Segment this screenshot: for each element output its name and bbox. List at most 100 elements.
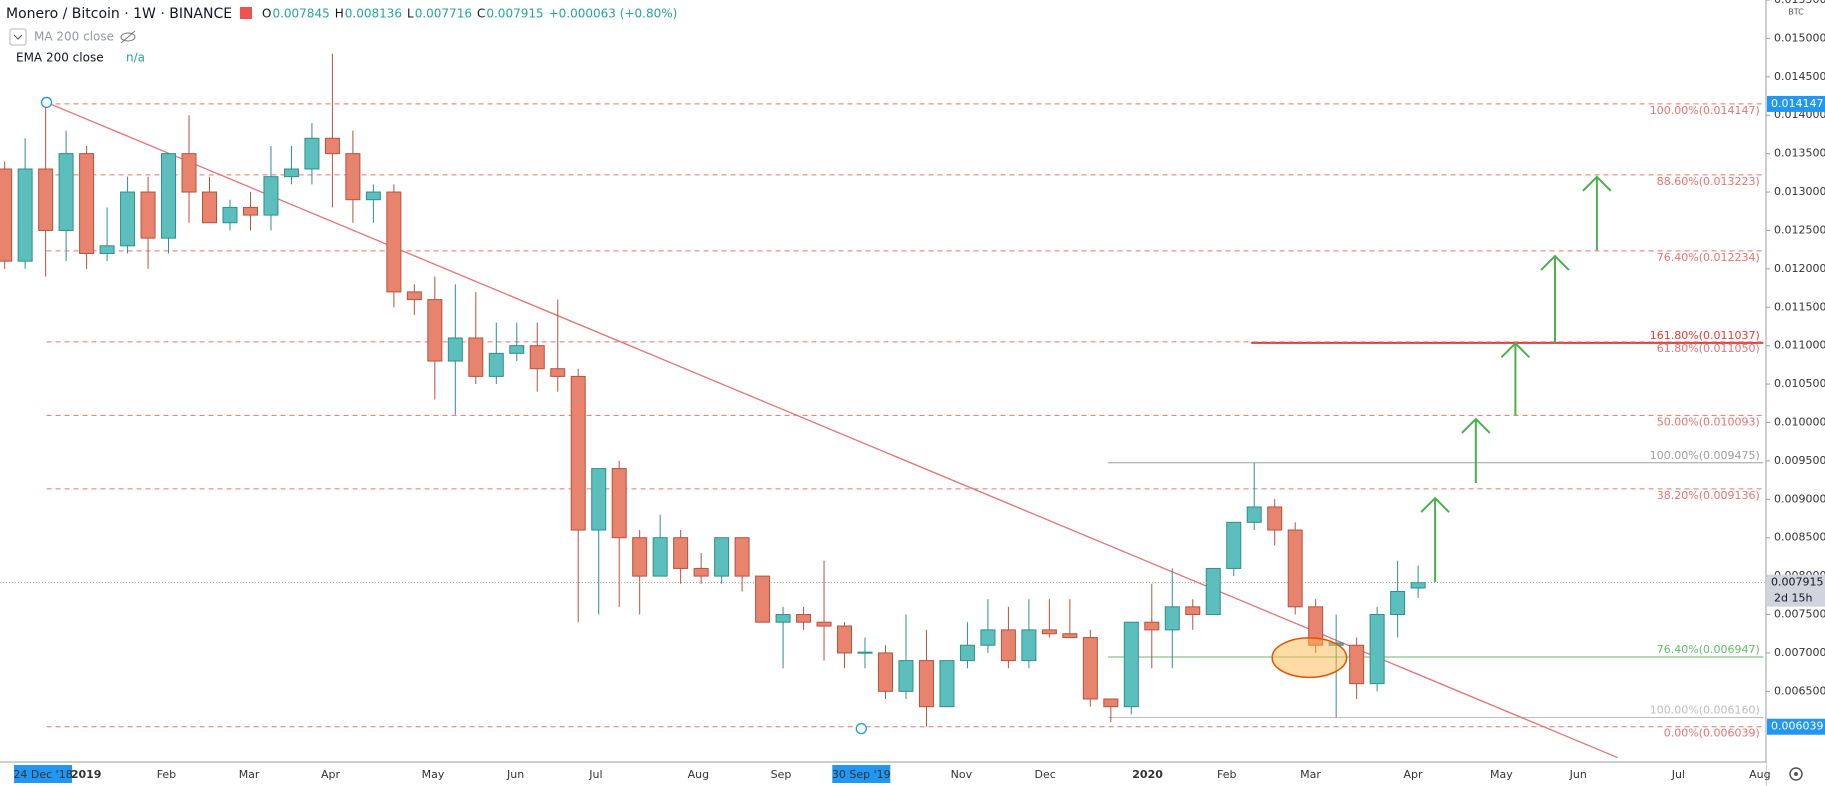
candle-body	[1185, 606, 1201, 616]
candle-body	[427, 299, 443, 362]
y-tick-label: 0.010000	[1774, 415, 1825, 428]
candle-body	[611, 468, 627, 539]
x-tick-label: Apr	[1403, 768, 1423, 781]
candle-body	[1062, 633, 1078, 639]
ohlc-key: C	[477, 7, 485, 21]
ohlc-value: 0.007915	[486, 7, 543, 21]
candle-body	[816, 621, 832, 627]
y-tick-label: 0.011000	[1774, 339, 1825, 352]
ohlc-value: 0.007716	[415, 7, 472, 21]
x-tick-label: Mar	[239, 768, 260, 781]
candle-body	[734, 537, 750, 577]
price-axis: 0.0065000.0070000.0075000.0080000.008500…	[1765, 0, 1825, 786]
x-label-highlight	[832, 765, 891, 783]
candle-body	[509, 345, 525, 354]
candle-body	[980, 629, 996, 646]
candle-body	[181, 153, 197, 193]
candle-body	[1226, 521, 1242, 569]
candle-body	[386, 191, 402, 293]
price-tag: 0.014147	[1771, 97, 1824, 110]
y-tick-label: 0.009000	[1774, 492, 1825, 505]
plot-area	[0, 53, 1766, 759]
x-tick-label: Apr	[321, 768, 341, 781]
x-tick-label: Aug	[688, 768, 709, 781]
y-tick-label: 0.006500	[1774, 684, 1825, 697]
currency: BTC	[1788, 8, 1804, 17]
x-tick-label: 30 Sep '19	[832, 768, 891, 781]
y-tick-label: 0.013500	[1774, 147, 1825, 160]
candle-body	[529, 345, 545, 370]
candle-body	[488, 352, 504, 377]
candle-body	[1041, 629, 1057, 635]
candle-body	[17, 168, 33, 262]
y-tick-label: 0.008500	[1774, 531, 1825, 544]
candle-body	[632, 537, 648, 577]
settings-icon[interactable]	[1789, 767, 1803, 781]
candle-body	[1021, 629, 1037, 662]
x-tick-label: Mar	[1300, 768, 1321, 781]
x-tick-label: 2020	[1132, 768, 1163, 781]
candle-body	[1369, 614, 1385, 685]
drawings: 100.00%(0.014147) 88.60%(0.013223) 76.40%(…	[40, 96, 1760, 740]
candle-body	[939, 660, 955, 708]
candle-body	[38, 168, 54, 231]
x-tick-label: Jul	[1671, 768, 1685, 781]
highlight-ellipse	[1271, 637, 1348, 679]
candle-body	[263, 176, 279, 216]
candle-body	[1287, 529, 1303, 608]
fib-label: 0.00%(0.006039)	[1664, 727, 1760, 740]
hide-icon[interactable]	[120, 30, 136, 44]
trend-anchor	[855, 722, 867, 735]
candle-body	[693, 567, 709, 577]
x-tick-label: May	[1490, 768, 1513, 781]
collapse-button[interactable]	[9, 28, 27, 46]
y-tick-label: 0.015500	[1774, 0, 1825, 6]
price-tag: 0.006039	[1771, 720, 1824, 733]
candle-body	[304, 137, 320, 170]
indicator-value: n/a	[126, 51, 145, 65]
x-tick-label: Nov	[951, 768, 973, 781]
candle-body	[202, 191, 218, 224]
candle-body	[550, 368, 566, 377]
y-tick-label: 0.012500	[1774, 223, 1825, 236]
y-tick-label: 0.015000	[1774, 31, 1825, 44]
indicator-ema: EMA 200 close	[16, 51, 104, 65]
indicator-ma: MA 200 close	[34, 30, 114, 44]
candle-body	[1103, 698, 1119, 708]
y-tick-label: 0.011500	[1774, 300, 1825, 313]
candle-body	[1123, 621, 1139, 708]
candle-body	[468, 337, 484, 377]
y-tick-label: 0.009500	[1774, 454, 1825, 467]
y-tick-label: 0.007500	[1774, 608, 1825, 621]
arrow	[1540, 254, 1570, 344]
candle-body	[1164, 606, 1180, 631]
fib-label: 100.00%(0.009475)	[1650, 449, 1760, 462]
candle-body	[796, 614, 812, 623]
arrow	[1461, 417, 1491, 484]
candle-body	[406, 291, 422, 301]
last-price-tag-bg	[1767, 574, 1825, 591]
candle-body	[99, 245, 115, 254]
fib-label: 50.00%(0.010093)	[1657, 415, 1760, 428]
trend-anchor	[40, 96, 53, 109]
candle-body	[324, 137, 340, 155]
arrow	[1500, 341, 1531, 416]
candle-body	[0, 168, 13, 262]
fib-label: 38.20%(0.009136)	[1657, 489, 1760, 502]
candle-body	[1267, 506, 1283, 531]
price-axis-bg	[1766, 0, 1825, 786]
candle-body	[79, 153, 95, 254]
chevron	[13, 34, 23, 40]
flag-icon[interactable]	[240, 7, 252, 19]
price-tag-bg	[1767, 95, 1825, 112]
candle-body	[775, 614, 791, 623]
candle-body	[877, 652, 893, 692]
candle-body	[1349, 644, 1365, 685]
fib-label: 88.60%(0.013223)	[1657, 175, 1760, 188]
x-label-highlight	[14, 765, 73, 783]
x-tick-label: Jun	[1569, 768, 1587, 781]
legend: Monero / Bitcoin · 1W · BINANCE O 0.00784…	[6, 6, 677, 65]
fib-label: 76.40%(0.012234)	[1657, 251, 1760, 264]
